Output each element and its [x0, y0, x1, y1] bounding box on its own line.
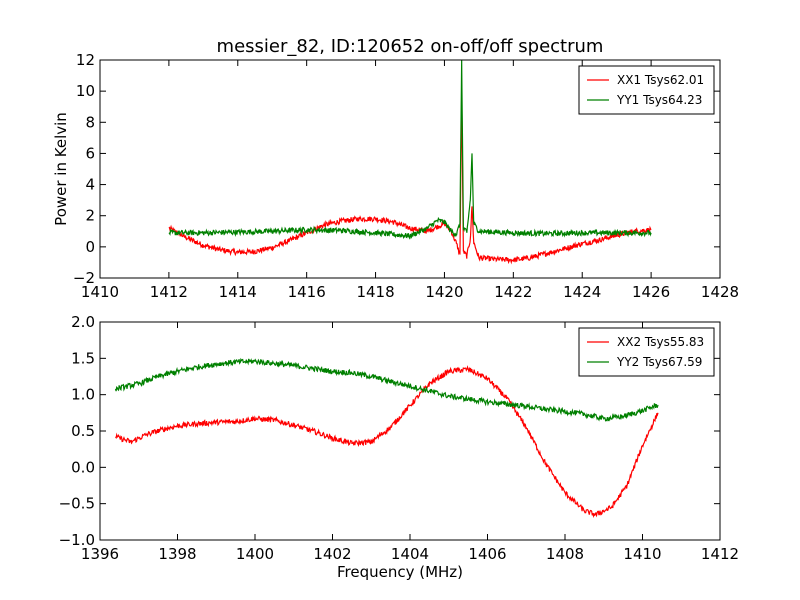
y-tick-label: −2: [73, 269, 95, 287]
x-tick-label: 1414: [219, 283, 257, 301]
y-tick-label: 0.0: [71, 458, 95, 476]
x-tick-label: 1420: [425, 283, 463, 301]
x-axis-label: Frequency (MHz): [337, 563, 463, 581]
x-tick-label: 1424: [563, 283, 601, 301]
x-tick-label: 1422: [494, 283, 532, 301]
legend-box: [578, 65, 715, 115]
x-tick-label: 1410: [81, 283, 119, 301]
y-tick-label: −0.5: [59, 495, 95, 513]
x-tick-label: 1418: [356, 283, 394, 301]
x-tick-label: 1410: [623, 545, 661, 563]
x-tick-label: 1412: [701, 545, 739, 563]
x-tick-label: 1402: [313, 545, 351, 563]
series-line-1: [168, 91, 652, 265]
y-tick-label: 10: [76, 82, 95, 100]
legend-entry: YY1 Tsys64.23: [616, 93, 702, 107]
y-tick-label: 8: [85, 113, 95, 131]
legend-entry: YY2 Tsys67.59: [616, 355, 702, 369]
y-tick-label: 12: [76, 51, 95, 69]
series-line-1: [115, 365, 659, 519]
y-tick-label: 4: [85, 176, 95, 194]
legend-entry: XX1 Tsys62.01: [617, 73, 704, 87]
x-tick-label: 1404: [391, 545, 429, 563]
legend-box: [578, 327, 715, 377]
x-tick-label: 1400: [236, 545, 274, 563]
series-line-2: [114, 357, 659, 422]
x-tick-label: 1406: [468, 545, 506, 563]
y-tick-label: 1.5: [71, 349, 95, 367]
y-axis-label: Power in Kelvin: [52, 112, 70, 226]
legend: XX2 Tsys55.83 YY2 Tsys67.59: [578, 327, 715, 377]
legend: XX1 Tsys62.01 YY1 Tsys64.23: [578, 65, 715, 115]
plot-frame: [99, 59, 721, 279]
legend-entry: XX2 Tsys55.83: [617, 335, 704, 349]
y-tick-label: 6: [85, 144, 95, 162]
bottom-plot: 1396 1398 1400 1402 1404 1406 1408 1410 1412 −1.0…: [59, 313, 740, 581]
y-tick-label: 2.0: [71, 313, 95, 331]
x-tick-label: 1398: [158, 545, 196, 563]
figure-title: messier_82, ID:120652 on-off/off spectru…: [217, 36, 604, 57]
series-line-2: [168, 60, 652, 240]
y-tick-label: 0: [85, 238, 95, 256]
x-tick-label: 1396: [81, 545, 119, 563]
y-tick-label: −1.0: [59, 531, 95, 549]
x-tick-label: 1428: [701, 283, 739, 301]
top-plot: 1410 1412 1414 1416 1418 1420 1422 1424 1426 1428…: [52, 51, 739, 301]
x-tick-label: 1426: [632, 283, 670, 301]
y-tick-label: 1.0: [71, 386, 95, 404]
x-tick-label: 1408: [546, 545, 584, 563]
x-tick-label: 1412: [150, 283, 188, 301]
y-tick-label: 2: [85, 207, 95, 225]
x-tick-label: 1416: [288, 283, 326, 301]
y-tick-label: 0.5: [71, 422, 95, 440]
